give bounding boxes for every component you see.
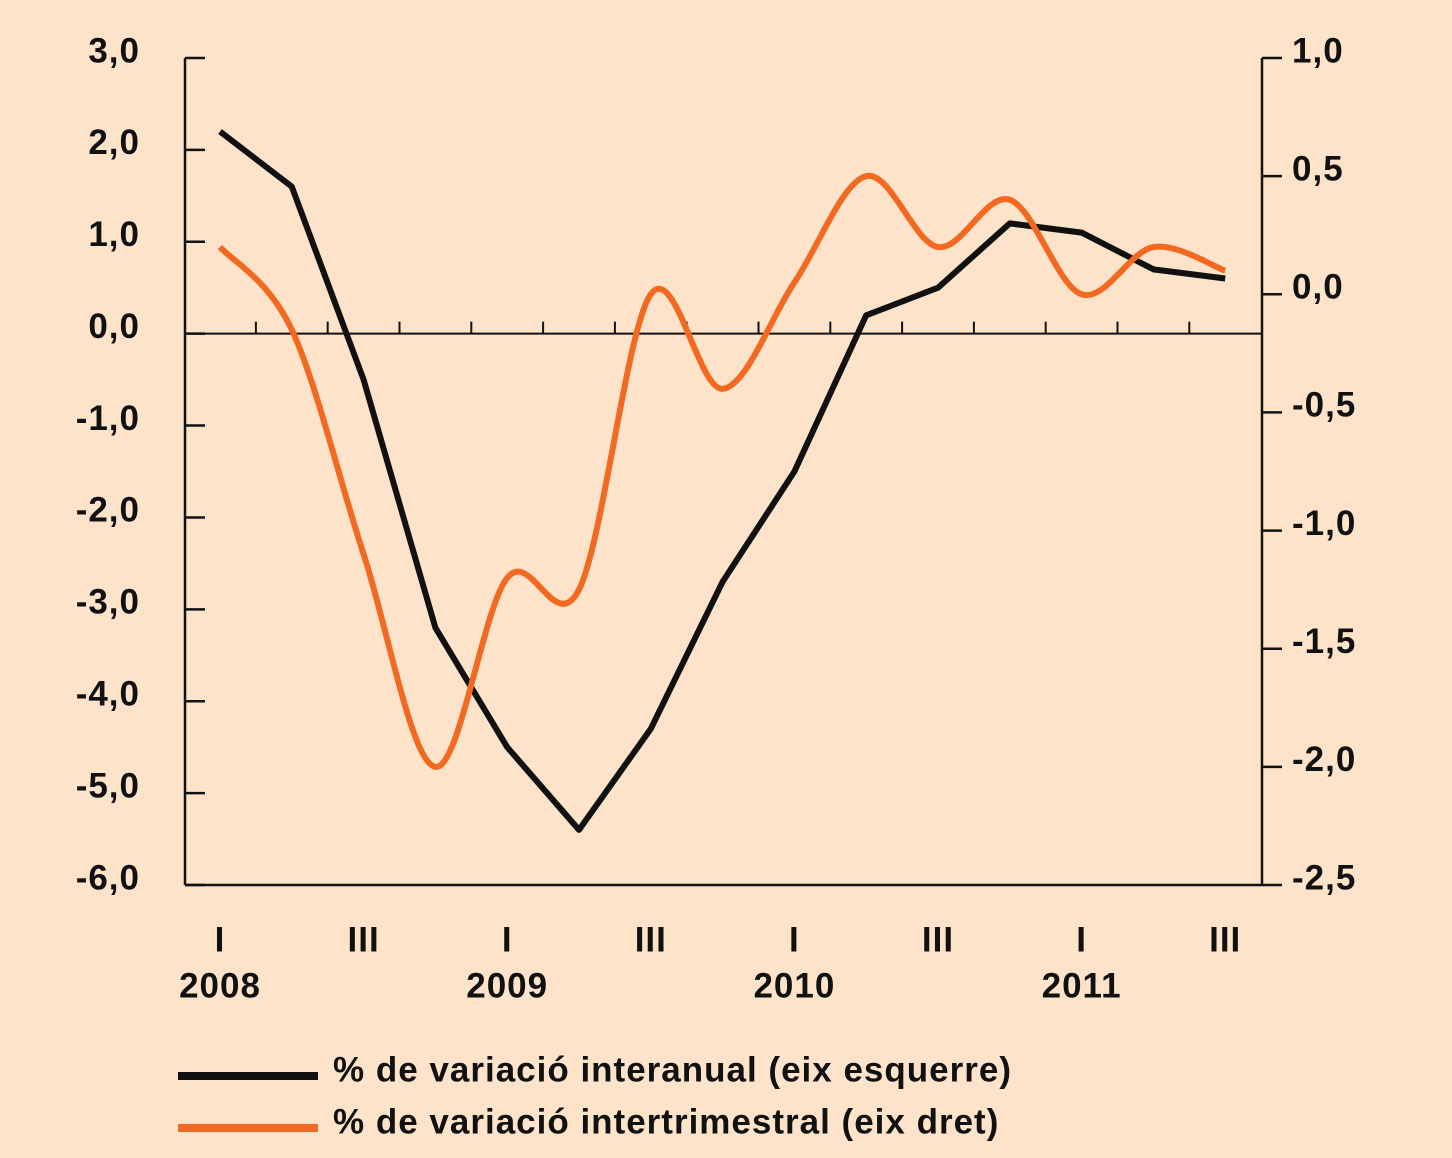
- y2-tick-label: 1,0: [1292, 31, 1344, 70]
- y2-tick-label: -2,5: [1292, 858, 1356, 897]
- year-label: 2011: [1042, 966, 1122, 1005]
- x-tick-label: III: [922, 920, 954, 959]
- x-tick-label: I: [789, 920, 800, 959]
- legend-label: % de variació interanual (eix esquerre): [333, 1050, 1012, 1089]
- x-tick-label: III: [348, 920, 380, 959]
- y-tick-label: 2,0: [88, 123, 140, 162]
- x-tick-label: III: [1209, 920, 1241, 959]
- y-tick-label: -3,0: [76, 583, 140, 622]
- y-tick-label: 1,0: [88, 215, 140, 254]
- y2-tick-label: -0,5: [1292, 386, 1356, 425]
- year-label: 2008: [179, 966, 261, 1005]
- x-tick-label: I: [215, 920, 226, 959]
- year-label: 2009: [466, 966, 548, 1005]
- y2-tick-label: 0,0: [1292, 268, 1344, 307]
- y2-tick-label: -2,0: [1292, 740, 1356, 779]
- y-tick-label: -2,0: [76, 491, 140, 530]
- y-tick-label: -1,0: [76, 399, 140, 438]
- y2-tick-label: 0,5: [1292, 149, 1344, 188]
- y-tick-label: 0,0: [88, 307, 140, 346]
- x-tick-label: I: [502, 920, 513, 959]
- x-tick-label: III: [635, 920, 667, 959]
- legend-label: % de variació intertrimestral (eix dret): [333, 1102, 999, 1141]
- y-tick-label: 3,0: [88, 31, 140, 70]
- x-tick-label: I: [1076, 920, 1087, 959]
- y2-tick-label: -1,0: [1292, 504, 1356, 543]
- y-tick-label: -4,0: [76, 674, 140, 713]
- y-tick-label: -5,0: [76, 766, 140, 805]
- y-tick-label: -6,0: [76, 858, 140, 897]
- series-line: [218, 129, 1226, 833]
- year-label: 2010: [753, 966, 835, 1005]
- y2-tick-label: -1,5: [1292, 622, 1356, 661]
- series-line: [217, 173, 1227, 770]
